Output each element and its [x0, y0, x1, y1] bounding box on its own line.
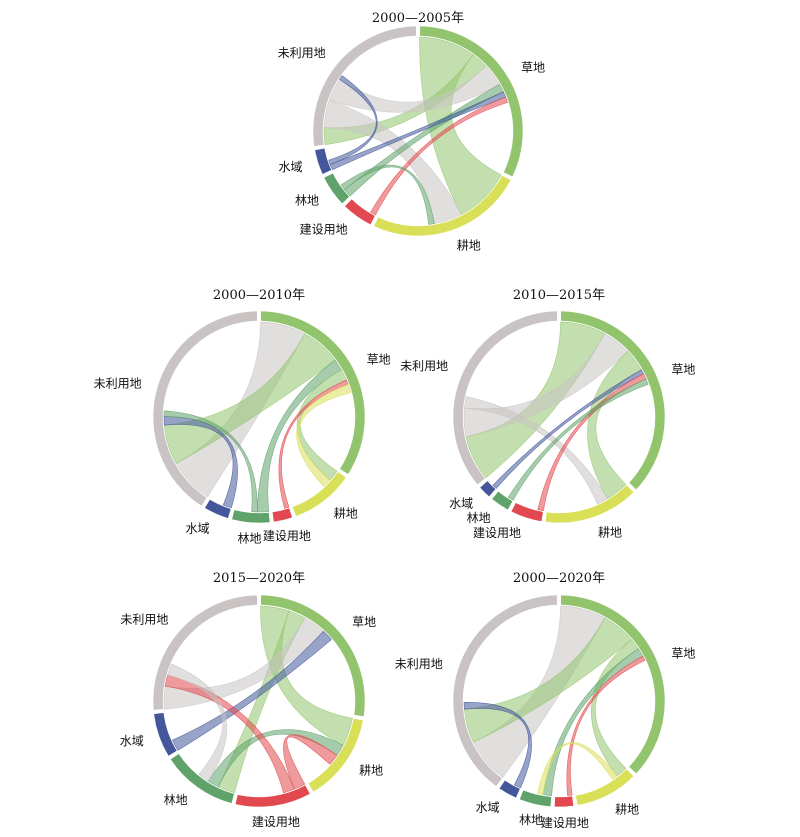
segment-label: 林地 — [295, 194, 319, 208]
segment-label: 草地 — [367, 353, 391, 367]
segment-arc — [373, 175, 512, 237]
segment-arc — [312, 25, 417, 147]
segment-arc — [560, 310, 666, 490]
segment-label: 耕地 — [334, 505, 358, 520]
segment-label: 未利用地 — [400, 359, 448, 373]
flow-ribbons — [163, 321, 352, 513]
segment-arc — [554, 795, 574, 808]
segment-label: 耕地 — [457, 238, 481, 253]
panel-title: 2000—2005年 — [372, 11, 464, 26]
segment-arc — [519, 789, 552, 807]
segment-label: 草地 — [671, 363, 695, 377]
flow-ribbon — [370, 96, 508, 216]
flow-ribbon — [278, 379, 349, 509]
flow-ribbon — [419, 36, 502, 215]
segment-label: 水域 — [120, 734, 144, 748]
segment-label: 水域 — [449, 497, 473, 511]
segment-arc — [231, 509, 271, 524]
segment-arc — [560, 594, 666, 774]
flow-ribbon — [163, 410, 258, 513]
panel-title: 2000—2010年 — [213, 288, 305, 303]
segment-arc — [170, 753, 235, 804]
segment-label: 水域 — [186, 522, 210, 536]
segment-label: 水域 — [279, 160, 303, 174]
flow-ribbon — [537, 373, 647, 512]
flow-ribbons — [463, 321, 649, 512]
flow-ribbon — [328, 75, 378, 165]
segment-label: 林地 — [467, 511, 491, 525]
segment-arc — [272, 507, 293, 523]
segment-arc — [260, 594, 366, 717]
segment-arc — [323, 172, 350, 204]
flow-ribbons — [323, 36, 508, 225]
segment-label: 未利用地 — [395, 657, 443, 671]
segment-label: 建设用地 — [473, 526, 521, 540]
segment-arc — [479, 480, 497, 498]
segment-label: 建设用地 — [252, 815, 300, 829]
panel-title: 2010—2015年 — [513, 288, 605, 303]
segment-arc — [153, 712, 178, 757]
segment-arc — [314, 147, 332, 175]
segment-label: 耕地 — [359, 763, 383, 778]
flow-ribbons — [463, 605, 646, 797]
segment-arc — [307, 718, 364, 793]
segment-arc — [152, 594, 258, 711]
segment-label: 建设用地 — [263, 529, 311, 543]
segment-label: 未利用地 — [120, 612, 168, 626]
flow-ribbon — [463, 701, 532, 789]
segment-label: 草地 — [352, 615, 376, 629]
flow-ribbon — [507, 378, 649, 501]
segment-arc — [575, 768, 634, 806]
segment-arc — [344, 198, 376, 226]
segment-arc — [545, 484, 634, 524]
segment-arc — [491, 490, 514, 511]
segment-label: 耕地 — [598, 525, 622, 540]
flow-ribbon — [164, 674, 295, 794]
segment-arc — [235, 784, 311, 808]
flow-ribbon — [340, 164, 435, 225]
flow-ribbon — [163, 416, 238, 509]
panel-title: 2000—2020年 — [513, 571, 605, 586]
segment-label: 耕地 — [615, 801, 639, 816]
segment-label: 林地 — [237, 532, 261, 546]
segment-arc — [452, 310, 558, 486]
segment-label: 草地 — [521, 61, 545, 75]
flow-ribbon — [167, 663, 228, 782]
flow-ribbon — [492, 369, 645, 489]
segment-label: 水域 — [476, 801, 500, 815]
flow-ribbon — [296, 383, 352, 487]
segment-label: 建设用地 — [541, 816, 589, 830]
segment-arc — [260, 310, 366, 475]
flow-ribbons — [163, 605, 353, 794]
segment-label: 未利用地 — [278, 46, 326, 60]
segment-arc — [510, 502, 544, 522]
segment-label: 林地 — [519, 813, 543, 827]
segment-arc — [152, 310, 258, 507]
segment-arc — [292, 471, 347, 517]
segment-arc — [204, 499, 232, 519]
flow-ribbon — [172, 630, 332, 751]
flow-ribbon — [566, 655, 646, 796]
segment-arc — [452, 594, 558, 787]
segment-label: 未利用地 — [94, 377, 142, 391]
segment-label: 建设用地 — [300, 222, 348, 236]
segment-label: 草地 — [671, 647, 695, 661]
flow-ribbon — [464, 396, 609, 505]
segment-arc — [419, 25, 524, 178]
segment-label: 林地 — [164, 793, 188, 807]
panel-title: 2015—2020年 — [213, 571, 305, 586]
segment-arc — [498, 779, 521, 799]
flow-ribbon — [536, 742, 618, 795]
